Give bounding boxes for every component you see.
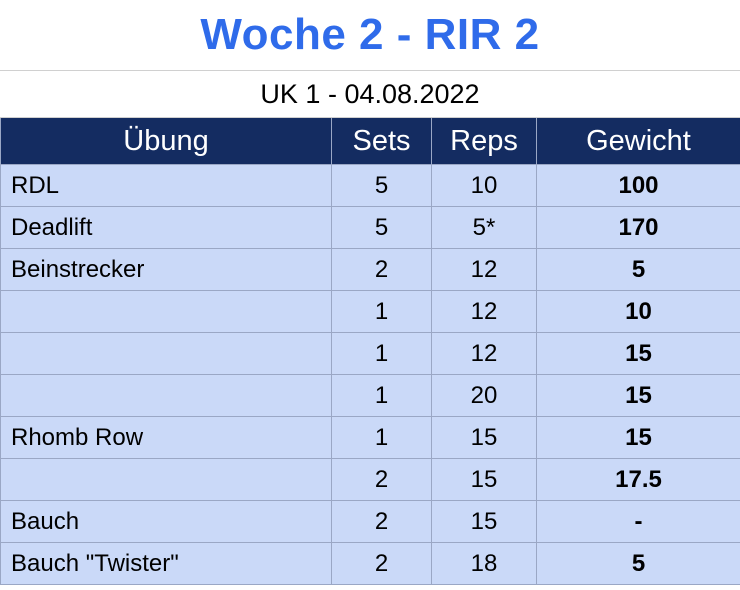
table-row: 1 12 10 [0, 290, 740, 333]
exercise-cell[interactable]: RDL [0, 164, 332, 207]
weight-cell[interactable]: 5 [536, 248, 740, 291]
weight-cell[interactable]: 15 [536, 416, 740, 459]
sets-cell[interactable]: 1 [331, 332, 432, 375]
table-row: Bauch "Twister" 2 18 5 [0, 542, 740, 585]
reps-cell[interactable]: 12 [431, 332, 537, 375]
sets-cell[interactable]: 1 [331, 416, 432, 459]
table-row: 1 12 15 [0, 332, 740, 375]
reps-cell[interactable]: 18 [431, 542, 537, 585]
header-sets[interactable]: Sets [331, 118, 432, 165]
exercise-cell[interactable]: Beinstrecker [0, 248, 332, 291]
table-row: Rhomb Row 1 15 15 [0, 416, 740, 459]
table-row: Bauch 2 15 - [0, 500, 740, 543]
exercise-cell[interactable]: Bauch "Twister" [0, 542, 332, 585]
weight-cell[interactable]: 5 [536, 542, 740, 585]
title-cell[interactable]: Woche 2 - RIR 2 [0, 0, 740, 71]
weight-cell[interactable]: 10 [536, 290, 740, 333]
sets-cell[interactable]: 1 [331, 290, 432, 333]
sets-cell[interactable]: 5 [331, 206, 432, 249]
header-weight[interactable]: Gewicht [536, 118, 740, 165]
table-row: 2 15 17.5 [0, 458, 740, 501]
weight-cell[interactable]: 17.5 [536, 458, 740, 501]
reps-cell[interactable]: 15 [431, 416, 537, 459]
workout-table: Übung Sets Reps Gewicht RDL 5 10 100 Dea… [0, 118, 740, 585]
reps-cell[interactable]: 12 [431, 290, 537, 333]
header-row: Übung Sets Reps Gewicht [0, 118, 740, 165]
header-exercise[interactable]: Übung [0, 118, 332, 165]
sets-cell[interactable]: 1 [331, 374, 432, 417]
exercise-cell[interactable] [0, 458, 332, 501]
sets-cell[interactable]: 2 [331, 542, 432, 585]
reps-cell[interactable]: 10 [431, 164, 537, 207]
exercise-cell[interactable] [0, 290, 332, 333]
table-row: Deadlift 5 5* 170 [0, 206, 740, 249]
exercise-cell[interactable] [0, 374, 332, 417]
sets-cell[interactable]: 5 [331, 164, 432, 207]
sets-cell[interactable]: 2 [331, 500, 432, 543]
reps-cell[interactable]: 20 [431, 374, 537, 417]
weight-cell[interactable]: 15 [536, 374, 740, 417]
weight-cell[interactable]: - [536, 500, 740, 543]
exercise-cell[interactable] [0, 332, 332, 375]
weight-cell[interactable]: 100 [536, 164, 740, 207]
header-reps[interactable]: Reps [431, 118, 537, 165]
exercise-cell[interactable]: Bauch [0, 500, 332, 543]
table-row: Beinstrecker 2 12 5 [0, 248, 740, 291]
sets-cell[interactable]: 2 [331, 458, 432, 501]
reps-cell[interactable]: 12 [431, 248, 537, 291]
table-row: 1 20 15 [0, 374, 740, 417]
weight-cell[interactable]: 170 [536, 206, 740, 249]
subtitle-cell[interactable]: UK 1 - 04.08.2022 [0, 71, 740, 118]
reps-cell[interactable]: 15 [431, 500, 537, 543]
reps-cell[interactable]: 5* [431, 206, 537, 249]
exercise-cell[interactable]: Rhomb Row [0, 416, 332, 459]
exercise-cell[interactable]: Deadlift [0, 206, 332, 249]
sheet-title: Woche 2 - RIR 2 [200, 10, 540, 59]
weight-cell[interactable]: 15 [536, 332, 740, 375]
table-row: RDL 5 10 100 [0, 164, 740, 207]
session-subtitle: UK 1 - 04.08.2022 [260, 78, 480, 109]
sets-cell[interactable]: 2 [331, 248, 432, 291]
reps-cell[interactable]: 15 [431, 458, 537, 501]
